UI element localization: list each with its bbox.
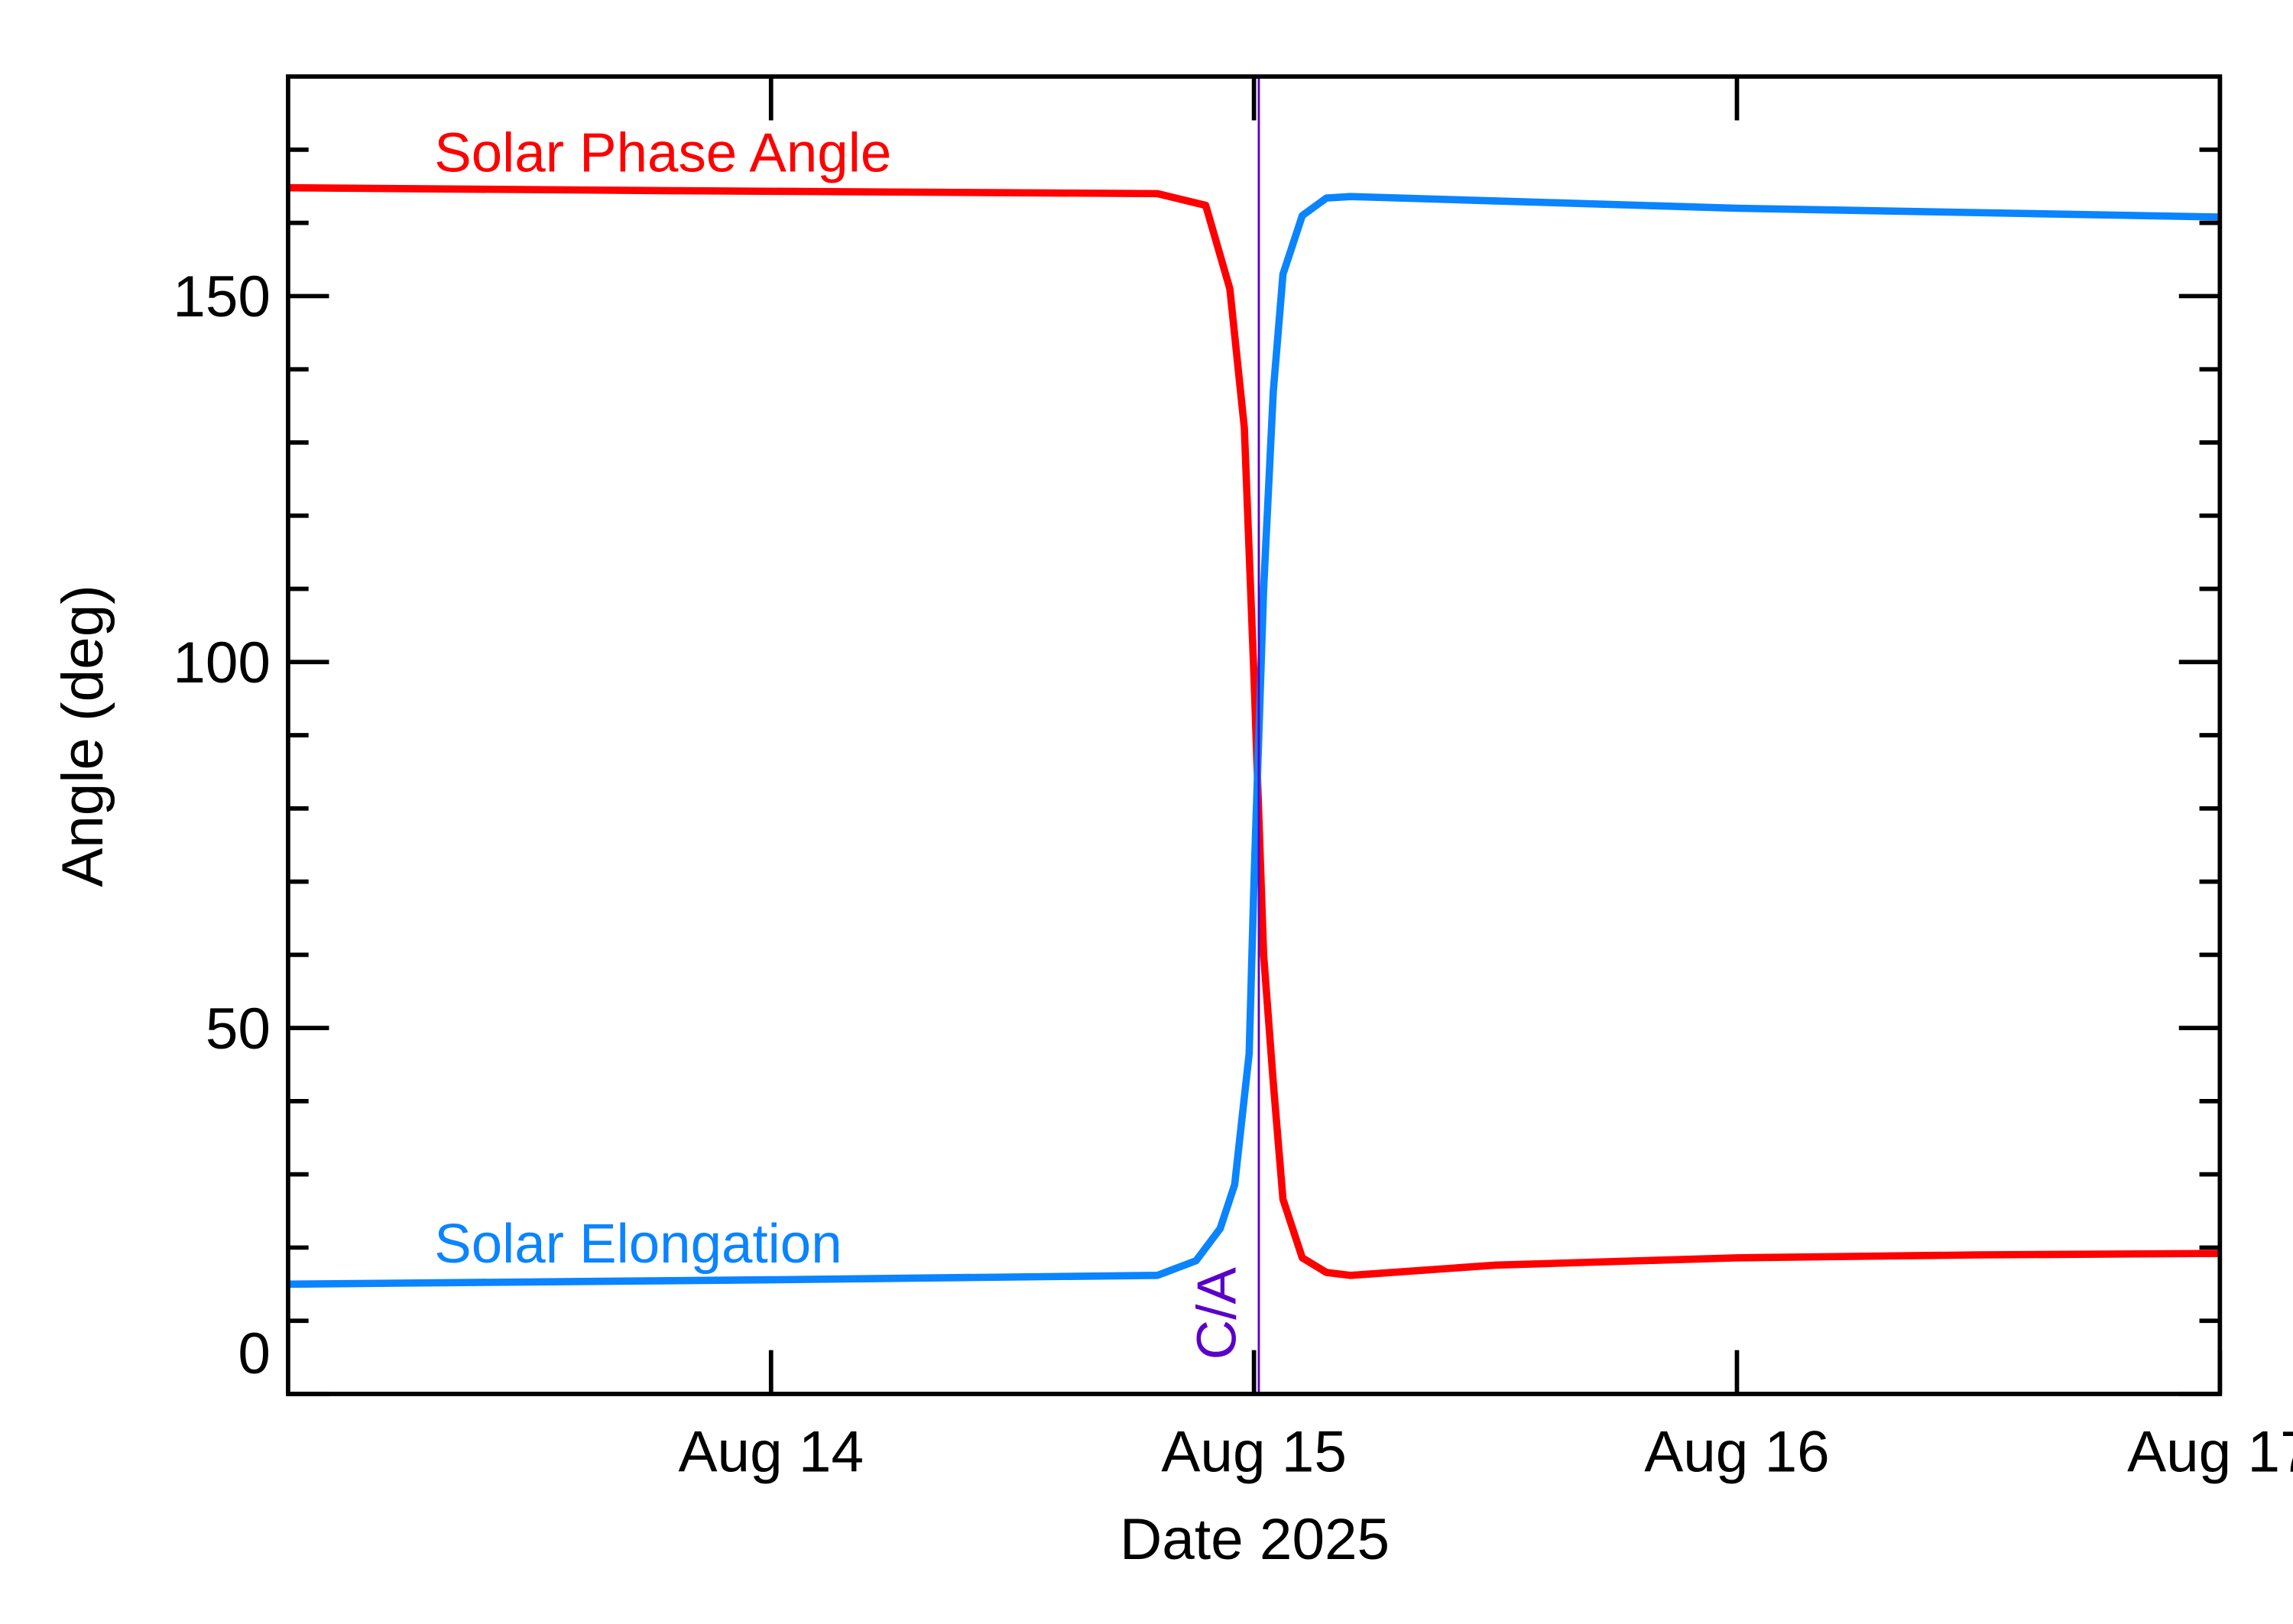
x-tick-label: Aug 14 xyxy=(679,1419,864,1484)
x-tick-label: Aug 15 xyxy=(1161,1419,1347,1484)
y-tick-label: 50 xyxy=(206,997,271,1062)
y-tick-label: 0 xyxy=(238,1321,271,1386)
y-tick-label: 100 xyxy=(173,630,271,695)
series-line xyxy=(287,183,2220,1279)
closest-approach-label: C/A xyxy=(1185,1267,1247,1360)
x-axis-title: Date 2025 xyxy=(1120,1507,1390,1572)
x-tick-label: Aug 16 xyxy=(1644,1419,1830,1484)
series-line xyxy=(287,193,2220,1289)
series-label: Solar Elongation xyxy=(434,1213,842,1275)
y-tick-label: 150 xyxy=(173,264,271,329)
y-axis-title: Angle (deg) xyxy=(50,585,115,887)
series-label: Solar Phase Angle xyxy=(434,122,891,183)
x-tick-label: Aug 17 xyxy=(2127,1419,2293,1484)
